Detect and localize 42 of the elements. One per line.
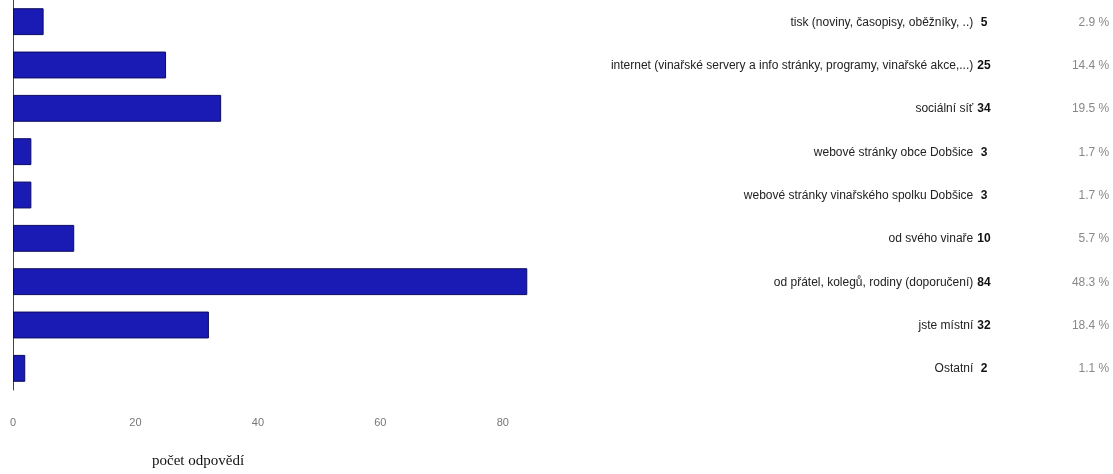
data-label: 2 — [980, 361, 988, 376]
y-tick-label: Ostatní — [934, 361, 974, 376]
y-tick-label: internet (vinařské servery a info stránky, programy, vinařské akce,...) — [610, 58, 974, 72]
y-tick-label: tisk (noviny, časopisy, oběžníky, ..) — [790, 14, 974, 29]
bar — [13, 8, 44, 36]
bar — [13, 268, 528, 296]
data-label: 3 — [980, 188, 988, 202]
data-label: 34 — [977, 101, 991, 116]
bar — [13, 181, 32, 209]
x-tick-label: 60 — [374, 415, 387, 428]
bar — [13, 354, 26, 382]
bar — [13, 94, 222, 122]
data-label: 84 — [977, 274, 991, 289]
text: 18.4 % — [1071, 318, 1110, 332]
text: 5.7 % — [1078, 231, 1110, 246]
data-label: 10 — [977, 231, 991, 246]
text: 14.4 % — [1071, 58, 1110, 72]
x-tick-label: 80 — [496, 415, 509, 428]
text: 2.9 % — [1078, 14, 1110, 29]
data-label: 32 — [977, 318, 991, 332]
text: 19.5 % — [1071, 101, 1110, 116]
y-tick-label: jste místní — [917, 318, 974, 332]
data-label: 5 — [980, 14, 988, 29]
data-label: 3 — [980, 144, 988, 159]
data-label: 25 — [977, 58, 991, 72]
text: 1.7 % — [1078, 188, 1110, 202]
bar — [13, 138, 32, 166]
text: 1.7 % — [1078, 144, 1110, 159]
y-tick-label: webové stránky obce Dobšice — [812, 144, 974, 159]
text: 48.3 % — [1071, 274, 1110, 289]
bar — [13, 224, 75, 252]
x-tick-label: 40 — [251, 415, 265, 428]
bar — [13, 311, 209, 339]
text: 1.1 % — [1078, 361, 1110, 376]
bar — [13, 51, 167, 79]
y-tick-label: od svého vinaře — [888, 231, 974, 246]
x-axis-title: počet odpovědí — [152, 451, 245, 468]
x-tick-label: 0 — [9, 415, 17, 428]
y-tick-label: od přátel, kolegů, rodiny (doporučení) — [773, 274, 974, 289]
x-tick-label: 20 — [129, 415, 142, 428]
y-tick-label: sociální síť — [915, 101, 974, 116]
y-tick-label: webové stránky vinařského spolku Dobšice — [742, 188, 974, 202]
